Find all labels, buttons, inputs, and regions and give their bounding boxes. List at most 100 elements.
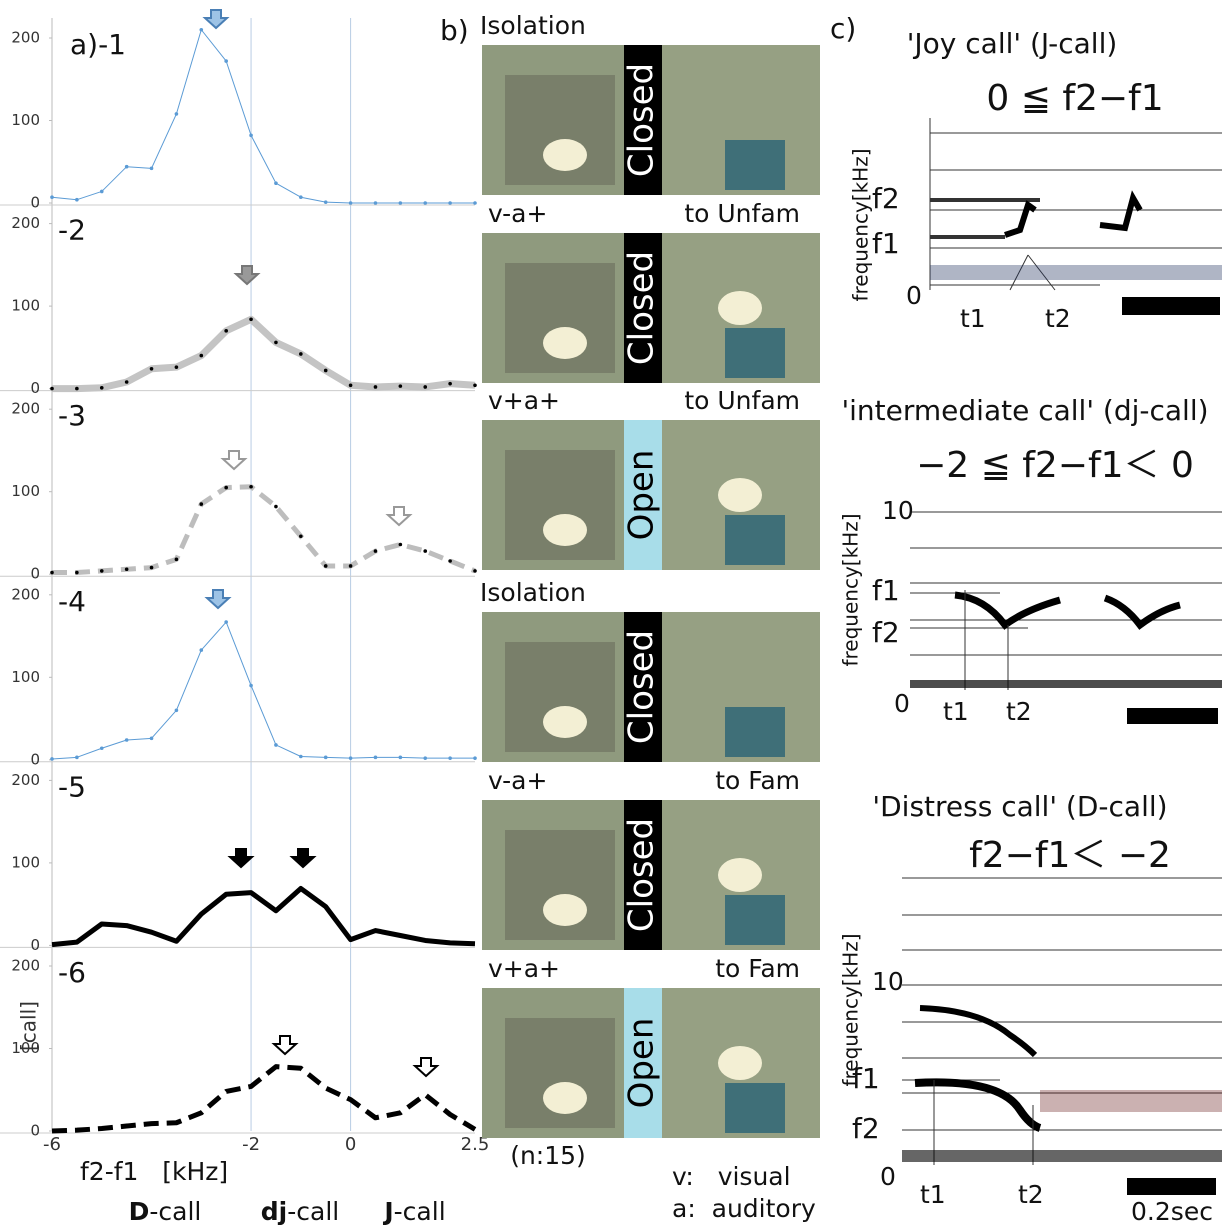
data-point — [299, 755, 303, 759]
y-tick-label: 100 — [11, 482, 40, 500]
data-point — [249, 134, 253, 138]
y-tick-label: 0 — [30, 379, 40, 397]
data-point — [249, 318, 253, 322]
animal — [718, 858, 762, 892]
legend-entry: v: visual — [672, 1162, 791, 1191]
x-tick-label: -2 — [242, 1134, 260, 1155]
data-point — [448, 756, 452, 760]
door-label: Closed — [622, 63, 662, 177]
chart-title: -5 — [58, 770, 86, 803]
spec-label: f1 — [852, 1062, 880, 1095]
spec-label: f1 — [872, 574, 900, 607]
legend-entry: a: auditory — [672, 1194, 816, 1223]
animal — [543, 1082, 587, 1114]
data-point — [100, 190, 104, 194]
data-point — [75, 571, 79, 575]
data-point — [150, 167, 154, 171]
data-point — [473, 201, 477, 205]
data-line — [52, 487, 475, 573]
data-point — [448, 201, 452, 205]
data-point — [224, 486, 228, 490]
spec-label: t2 — [1006, 697, 1032, 726]
call-condition: −2 ≦ f2−f1＜ 0 — [916, 445, 1194, 486]
y-tick-label: 0 — [30, 936, 40, 954]
data-point — [349, 384, 353, 388]
data-point — [349, 201, 353, 205]
data-point — [349, 756, 353, 760]
data-point — [274, 341, 278, 345]
chart-title: a)-1 — [70, 28, 126, 61]
data-point — [125, 567, 129, 571]
data-point — [423, 756, 427, 760]
mat — [725, 1083, 785, 1133]
y-tick-label: 100 — [11, 297, 40, 315]
data-point — [249, 684, 253, 688]
door-label: Open — [622, 450, 662, 541]
data-point — [100, 746, 104, 750]
data-point — [374, 549, 378, 553]
y-tick-label: 0 — [30, 194, 40, 212]
panel-label: c) — [830, 12, 856, 45]
data-point — [374, 385, 378, 389]
data-point — [199, 28, 203, 32]
data-point — [423, 385, 427, 389]
y-tick-label: 200 — [11, 214, 40, 232]
animal — [718, 291, 762, 325]
target-label: to Fam — [715, 766, 800, 795]
data-point — [50, 195, 54, 199]
data-point — [399, 384, 403, 388]
data-point — [224, 59, 228, 63]
data-point — [125, 165, 129, 169]
call-title: 'Distress call' (D-call) — [872, 790, 1167, 823]
mat — [725, 707, 785, 757]
mat — [725, 895, 785, 945]
data-point — [199, 502, 203, 506]
data-point — [324, 369, 328, 373]
data-point — [374, 201, 378, 205]
call-title: 'intermediate call' (dj-call) — [841, 394, 1208, 427]
region-label-bold: dj — [261, 1197, 287, 1226]
data-point — [100, 569, 104, 573]
y-tick-label: 200 — [11, 771, 40, 789]
data-point — [299, 352, 303, 356]
data-point — [399, 201, 403, 205]
data-point — [448, 559, 452, 563]
data-point — [150, 737, 154, 741]
data-point — [50, 387, 54, 391]
spec-label: f2 — [872, 182, 900, 215]
call-condition: 0 ≦ f2−f1 — [986, 78, 1163, 119]
target-label: to Unfam — [684, 199, 800, 228]
animal — [543, 139, 587, 171]
data-line — [52, 1067, 475, 1131]
spec-label: f2 — [872, 616, 900, 649]
condition-label: v-a+ — [488, 199, 547, 228]
spec-label: t1 — [960, 304, 986, 333]
door-label: Open — [622, 1018, 662, 1109]
y-axis-label: [call] — [17, 1001, 41, 1051]
panel-b: b) (n:15) v: visual a: auditory Isolatio… — [440, 11, 820, 1223]
target-label: to Fam — [715, 954, 800, 983]
spec-label: t2 — [1018, 1180, 1044, 1209]
data-point — [324, 756, 328, 760]
n-label: (n:15) — [510, 1141, 586, 1170]
spec-label: f2 — [852, 1112, 880, 1145]
chart-title: -6 — [58, 956, 86, 989]
call-title: 'Joy call' (J-call) — [907, 27, 1118, 60]
data-point — [199, 648, 203, 652]
target-label: to Unfam — [684, 386, 800, 415]
data-point — [423, 549, 427, 553]
region-label: D-call — [129, 1197, 202, 1226]
animal — [543, 514, 587, 546]
data-point — [473, 569, 477, 573]
region-label-rest: -call — [287, 1197, 339, 1226]
condition-label: Isolation — [480, 578, 586, 607]
data-point — [473, 384, 477, 388]
y-tick-label: 100 — [11, 111, 40, 129]
animal — [718, 1046, 762, 1080]
data-line — [52, 888, 475, 944]
data-point — [175, 709, 179, 713]
data-point — [374, 756, 378, 760]
data-point — [100, 386, 104, 390]
mat — [725, 515, 785, 565]
spec-label: 0 — [880, 1162, 896, 1191]
